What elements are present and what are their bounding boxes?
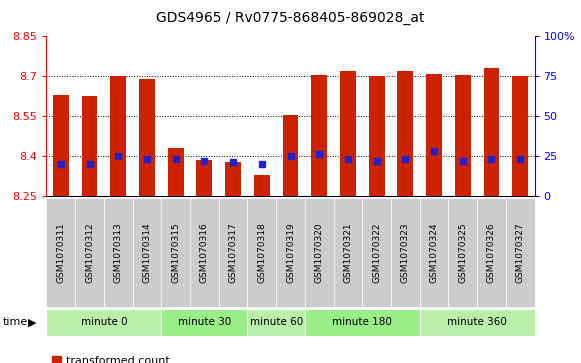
Bar	[225, 162, 241, 196]
Text: minute 0: minute 0	[81, 317, 127, 327]
Text: GSM1070315: GSM1070315	[171, 222, 180, 283]
Text: GSM1070323: GSM1070323	[401, 222, 410, 283]
Text: GSM1070313: GSM1070313	[114, 222, 123, 283]
Text: GSM1070324: GSM1070324	[429, 222, 439, 282]
Bar	[218, 198, 248, 307]
Text: GSM1070317: GSM1070317	[228, 222, 238, 283]
Bar	[305, 309, 419, 336]
Text: GSM1070316: GSM1070316	[200, 222, 209, 283]
Bar	[426, 74, 442, 196]
Bar	[46, 309, 162, 336]
Text: GSM1070314: GSM1070314	[142, 222, 152, 283]
Bar	[276, 198, 305, 307]
Bar	[190, 198, 218, 307]
Bar	[333, 198, 363, 307]
Bar	[340, 71, 356, 196]
Text: GSM1070325: GSM1070325	[458, 222, 467, 283]
Bar	[483, 68, 499, 196]
Bar	[363, 198, 391, 307]
Text: time: time	[3, 317, 28, 327]
Bar	[419, 198, 449, 307]
Bar	[46, 198, 75, 307]
Bar	[162, 309, 248, 336]
Bar	[369, 76, 385, 196]
Bar	[248, 198, 276, 307]
Bar	[248, 309, 305, 336]
Text: GSM1070318: GSM1070318	[257, 222, 266, 283]
Text: GSM1070327: GSM1070327	[516, 222, 525, 283]
Bar	[455, 75, 471, 196]
Bar	[139, 79, 155, 196]
Bar	[132, 198, 162, 307]
Text: GSM1070320: GSM1070320	[315, 222, 324, 283]
Bar	[282, 115, 299, 196]
Text: GSM1070322: GSM1070322	[372, 222, 381, 282]
Text: GDS4965 / Rv0775-868405-869028_at: GDS4965 / Rv0775-868405-869028_at	[156, 11, 425, 25]
Bar	[104, 198, 132, 307]
Text: GSM1070312: GSM1070312	[85, 222, 94, 283]
Bar	[506, 198, 535, 307]
Text: GSM1070326: GSM1070326	[487, 222, 496, 283]
Text: minute 180: minute 180	[332, 317, 392, 327]
Bar	[162, 198, 190, 307]
Text: minute 60: minute 60	[249, 317, 303, 327]
Bar	[391, 198, 419, 307]
Bar	[477, 198, 506, 307]
Bar	[449, 198, 477, 307]
Legend: transformed count, percentile rank within the sample: transformed count, percentile rank withi…	[52, 356, 254, 363]
Bar	[311, 75, 327, 196]
Text: GSM1070319: GSM1070319	[286, 222, 295, 283]
Bar	[512, 76, 528, 196]
Bar	[110, 76, 126, 196]
Bar	[53, 95, 69, 196]
Text: minute 360: minute 360	[447, 317, 507, 327]
Bar	[397, 71, 413, 196]
Text: GSM1070311: GSM1070311	[56, 222, 65, 283]
Bar	[254, 175, 270, 196]
Bar	[82, 96, 98, 196]
Bar	[75, 198, 104, 307]
Text: GSM1070321: GSM1070321	[343, 222, 353, 283]
Text: minute 30: minute 30	[178, 317, 231, 327]
Bar	[305, 198, 333, 307]
Bar	[196, 160, 212, 196]
Bar	[168, 148, 184, 196]
Text: ▶: ▶	[28, 317, 36, 327]
Bar	[419, 309, 535, 336]
